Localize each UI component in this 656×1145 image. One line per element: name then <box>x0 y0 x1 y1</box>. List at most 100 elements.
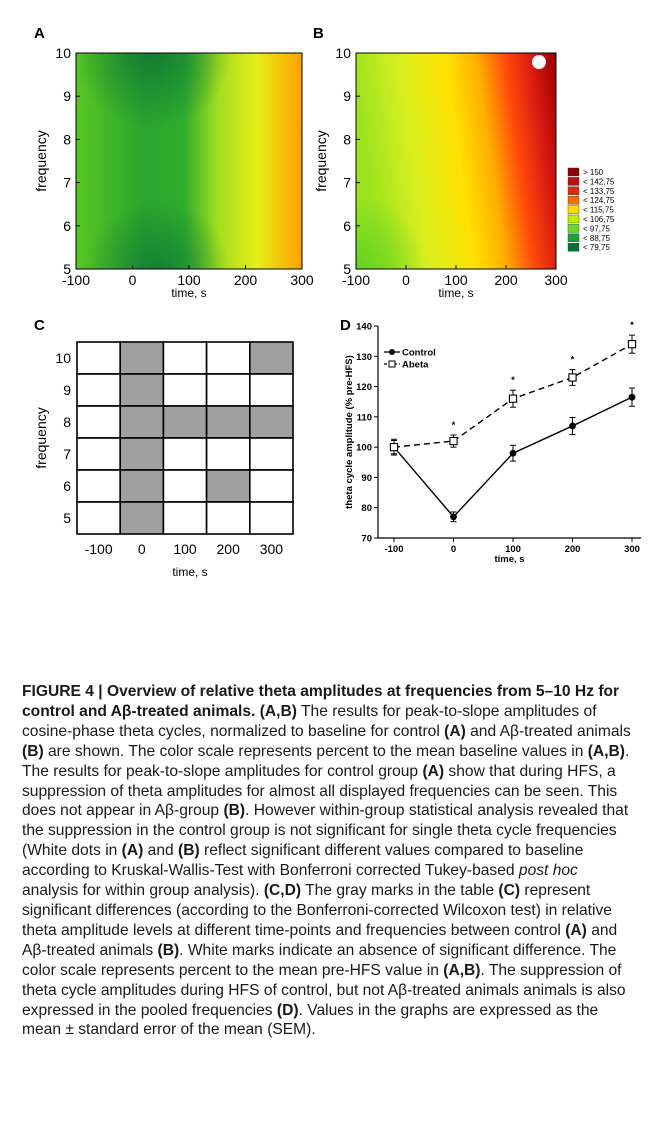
table-cell <box>76 341 122 375</box>
table-cell <box>162 437 208 471</box>
significance-asterisk: * <box>511 375 515 386</box>
d-y-axis-title: theta cycle amplitude (% pre-HFS) <box>344 355 355 509</box>
caption-text: show that during HFS, a suppression of t… <box>22 762 618 820</box>
c-y-tick-label: 8 <box>63 414 71 430</box>
table-cell-significant <box>205 405 251 439</box>
b-y-tick-label: 5 <box>343 261 351 277</box>
significance-asterisk: * <box>452 420 456 431</box>
data-point-abeta <box>449 436 458 446</box>
legend-label: < 115,75 <box>583 206 614 215</box>
b-x-tick-label: 0 <box>402 272 410 288</box>
d-y-tick-label: 80 <box>361 503 372 514</box>
table-cell <box>249 373 294 407</box>
legend-label-abeta: Abeta <box>402 360 429 371</box>
b-x-tick-label: -100 <box>342 272 370 288</box>
table-cell <box>249 437 294 471</box>
d-x-tick-label: -100 <box>384 544 403 555</box>
table-cell <box>162 341 208 375</box>
legend-label: < 124,75 <box>583 196 615 205</box>
line-chart-d: 70 80 90 100 110 120 130 140 -100 0 100 200 300 time,… <box>344 320 641 565</box>
legend-swatch <box>567 224 580 233</box>
legend-swatch <box>567 177 580 186</box>
d-x-axis-title: time, s <box>494 554 524 565</box>
table-cell <box>76 437 122 471</box>
table-cell <box>162 373 208 407</box>
b-x-title: time, s <box>438 286 473 300</box>
d-x-tick-label: 100 <box>505 544 521 555</box>
a-y-tick-label: 9 <box>63 88 71 104</box>
table-cell-significant <box>162 405 208 439</box>
table-cell-significant <box>205 469 251 503</box>
significance-asterisk: * <box>571 355 575 366</box>
legend-marker-abeta <box>388 360 396 368</box>
b-x-tick-label: 300 <box>544 272 568 288</box>
table-cell-significant <box>119 341 165 375</box>
caption-ref: (B) <box>178 842 200 860</box>
axes-b: -100 0 100 200 300 10 9 8 7 6 5 <box>335 45 567 288</box>
c-x-tick-label: 300 <box>260 541 284 557</box>
c-x-tick-label: -100 <box>85 541 113 557</box>
legend-swatch <box>567 167 580 177</box>
legend-label: < 97,75 <box>583 224 610 233</box>
c-y-tick-label: 10 <box>55 350 71 366</box>
caption-ref: (A) <box>444 722 466 740</box>
caption-text: The gray marks in the table <box>301 882 499 900</box>
table-cell <box>205 437 251 471</box>
axes-a: -100 0 100 200 300 10 9 8 7 6 5 <box>55 45 313 288</box>
c-y-tick-label: 6 <box>63 478 71 494</box>
data-point-abeta <box>508 394 518 403</box>
data-point-control <box>569 422 576 430</box>
d-y-tick-label: 120 <box>356 382 372 393</box>
d-y-tick-label: 70 <box>361 534 372 545</box>
table-cell-significant <box>119 405 165 439</box>
legend-marker-control <box>389 349 395 355</box>
c-x-tick-label: 0 <box>138 541 146 557</box>
caption-text: The results for peak-to-slope amplitudes… <box>22 702 597 740</box>
table-cell-significant <box>119 437 165 471</box>
data-point-abeta <box>627 340 637 349</box>
caption-text: reflect significant different values com… <box>22 842 584 880</box>
caption-ref: (C) <box>498 882 521 900</box>
table-cell <box>162 469 208 503</box>
table-cell <box>205 373 251 407</box>
table-cell <box>205 501 251 535</box>
caption-text: and <box>143 842 179 860</box>
table-cell-significant <box>249 405 294 439</box>
caption-text: . White marks indicate an absence of sig… <box>22 941 617 979</box>
caption-ref: (B) <box>157 941 180 959</box>
table-cell <box>76 469 122 503</box>
caption-text: . Values in the graphs are expressed as … <box>22 1001 599 1039</box>
significance-dot <box>532 55 546 69</box>
legend-swatch <box>567 214 580 224</box>
legend-swatch <box>567 205 580 214</box>
caption-text: . The results for peak-to-slope amplitud… <box>22 742 630 780</box>
c-y-title: frequency <box>33 407 49 468</box>
caption-text: and Aβ-treated animals <box>22 921 618 959</box>
data-point-abeta <box>568 373 577 382</box>
legend-swatch <box>567 242 580 252</box>
legend-label: < 106,75 <box>583 215 615 224</box>
legend-label: < 88,75 <box>583 234 610 243</box>
table-cell <box>76 501 122 535</box>
c-x-tick-label: 100 <box>173 541 197 557</box>
table-cell-significant <box>119 501 165 535</box>
table-cell <box>249 501 294 535</box>
a-y-title: frequency <box>33 130 49 191</box>
caption-text: are shown. The color scale represents pe… <box>43 742 588 760</box>
legend-swatch <box>567 186 580 196</box>
b-y-tick-label: 10 <box>335 45 351 61</box>
a-x-tick-label: 0 <box>129 272 137 288</box>
table-cell <box>76 373 122 407</box>
legend-label: < 79,75 <box>583 243 610 252</box>
table-cell-significant <box>119 469 165 503</box>
caption-text: analysis for within group analysis). <box>22 882 264 900</box>
b-y-tick-label: 6 <box>343 218 351 234</box>
table-cell <box>76 405 122 439</box>
a-x-tick-label: 100 <box>177 272 201 288</box>
d-x-tick-label: 0 <box>451 544 456 555</box>
legend-label: > 150 <box>583 168 604 177</box>
data-point-control <box>450 513 457 521</box>
c-x-tick-label: 200 <box>217 541 241 557</box>
panel-letter-c: C <box>34 317 45 334</box>
